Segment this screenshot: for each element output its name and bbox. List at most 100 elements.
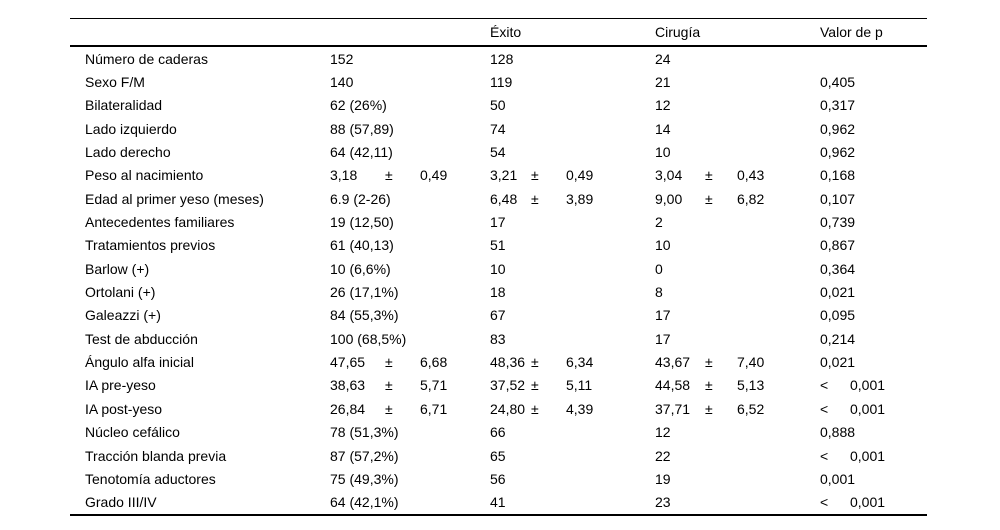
cell-exito: 128 [490,50,514,67]
mean-value: 6,48 [490,190,518,207]
sd-value: 0,43 [737,167,765,184]
cell-total: 47,65 ±6,68 [330,350,490,373]
cell-p-value: 0,962 [820,120,856,137]
cell-p-value: 0,168 [820,167,856,184]
cell-total: 88 (57,89) [330,120,394,137]
row-label: Número de caderas [85,50,208,67]
cell-exito: 119 [490,74,513,91]
row-label: Lado derecho [85,144,171,161]
cell-cirugia: 10 [655,144,671,161]
table-row: Lado derecho 64 (42,11) 54 10 0,962 [70,140,927,163]
row-label: IA post-yeso [85,400,163,417]
row-label: Ángulo alfa inicial [85,354,194,371]
table-row: Tenotomía aductores 75 (49,3%) 56 19 0,001 [70,467,927,490]
row-label: Antecedentes familiares [85,214,235,231]
cell-p-value: 0,364 [820,260,856,277]
plus-minus-sign: ± [531,190,539,207]
cell-total: 64 (42,11) [330,144,393,161]
cell-exito: 48,36 ±6,34 [490,350,655,373]
results-table: Éxito Cirugía Valor de p Número de cader… [70,18,927,516]
cell-exito: 18 [490,284,506,301]
table-row: Tracción blanda previa 87 (57,2%) 65 22 <0,0… [70,444,927,467]
cell-total: 140 [330,74,354,91]
less-than-sign: < [820,400,829,417]
cell-cirugia: 21 [655,74,671,91]
table-row: Sexo F/M 140 119 21 0,405 [70,70,927,93]
plus-minus-sign: ± [705,190,713,207]
cell-p-value: 0,739 [820,214,856,231]
cell-cirugia: 17 [655,330,671,347]
cell-cirugia: 3,04 ±0,43 [655,164,820,187]
cell-cirugia: 22 [655,447,671,464]
plus-minus-sign: ± [705,377,713,394]
cell-p-value: 0,021 [820,284,856,301]
cell-total: 87 (57,2%) [330,447,399,464]
cell-total: 26,84 ±6,71 [330,397,490,420]
table-container: Éxito Cirugía Valor de p Número de cader… [70,18,927,516]
table-row: Lado izquierdo 88 (57,89) 74 14 0,962 [70,117,927,140]
mean-value: 48,36 [490,354,526,371]
row-label: Barlow (+) [85,260,150,277]
cell-p-value: <0,001 [820,397,927,420]
plus-minus-sign: ± [705,354,713,371]
cell-cirugia: 0 [655,260,663,277]
header-cirugia: Cirugía [655,18,820,47]
header-total [330,18,490,47]
cell-total: 100 (68,5%) [330,330,407,347]
table-row: Edad al primer yeso (meses) 6.9 (2-26) 6,4… [70,187,927,210]
row-label: Tenotomía aductores [85,470,216,487]
mean-value: 44,58 [655,377,691,394]
sd-value: 0,49 [420,167,448,184]
mean-value: 24,80 [490,400,526,417]
cell-exito: 41 [490,494,506,511]
row-label: Sexo F/M [85,74,145,91]
table-row: Número de caderas 152 128 24 [70,46,927,70]
cell-total: 62 (26%) [330,97,387,114]
cell-p-value: 0,021 [820,354,856,371]
header-valor-de-p: Valor de p [820,18,927,47]
cell-total: 75 (49,3%) [330,470,399,487]
cell-total: 10 (6,6%) [330,260,391,277]
cell-p-value: 0,001 [820,470,856,487]
row-label: Tracción blanda previa [85,447,227,464]
cell-exito: 74 [490,120,506,137]
header-row-label [70,18,330,47]
cell-cirugia: 2 [655,214,663,231]
table-row: Ángulo alfa inicial 47,65 ±6,68 48,36 ±6,34 4… [70,350,927,373]
mean-value: 37,71 [655,400,691,417]
sd-value: 5,13 [737,377,765,394]
cell-cirugia: 9,00 ±6,82 [655,187,820,210]
cell-p-value: 0,962 [820,144,856,161]
table-row: Barlow (+) 10 (6,6%) 10 0 0,364 [70,257,927,280]
cell-p-value: 0,095 [820,307,856,324]
cell-cirugia: 19 [655,470,671,487]
cell-p-value: 0,867 [820,237,856,254]
cell-cirugia: 43,67 ±7,40 [655,350,820,373]
cell-total: 78 (51,3%) [330,424,399,441]
cell-cirugia: 24 [655,50,671,67]
table-header: Éxito Cirugía Valor de p [70,18,927,47]
table-row: Grado III/IV 64 (42,1%) 41 23 <0,001 [70,491,927,515]
table-row: Antecedentes familiares 19 (12,50) 17 2 0,73… [70,210,927,233]
cell-p-value [820,46,927,70]
cell-cirugia: 23 [655,494,671,511]
plus-minus-sign: ± [531,400,539,417]
cell-cirugia: 12 [655,97,671,114]
sd-value: 6,68 [420,354,448,371]
table-row: Núcleo cefálico 78 (51,3%) 66 12 0,888 [70,421,927,444]
cell-total: 6.9 (2-26) [330,190,391,207]
plus-minus-sign: ± [531,167,539,184]
p-value: 0,001 [850,447,886,464]
cell-total: 84 (55,3%) [330,307,399,324]
plus-minus-sign: ± [705,167,713,184]
table-body: Número de caderas 152 128 24 Sexo F/M 140 119 2… [70,46,927,515]
mean-value: 37,52 [490,377,526,394]
sd-value: 5,11 [566,377,593,394]
table-row: Tratamientos previos 61 (40,13) 51 10 0,867 [70,234,927,257]
cell-exito: 56 [490,470,506,487]
table-row: Bilateralidad 62 (26%) 50 12 0,317 [70,94,927,117]
table-row: IA post-yeso 26,84 ±6,71 24,80 ±4,39 37,71 ±6,… [70,397,927,420]
cell-exito: 3,21 ±0,49 [490,164,655,187]
table-row: Galeazzi (+) 84 (55,3%) 67 17 0,095 [70,304,927,327]
